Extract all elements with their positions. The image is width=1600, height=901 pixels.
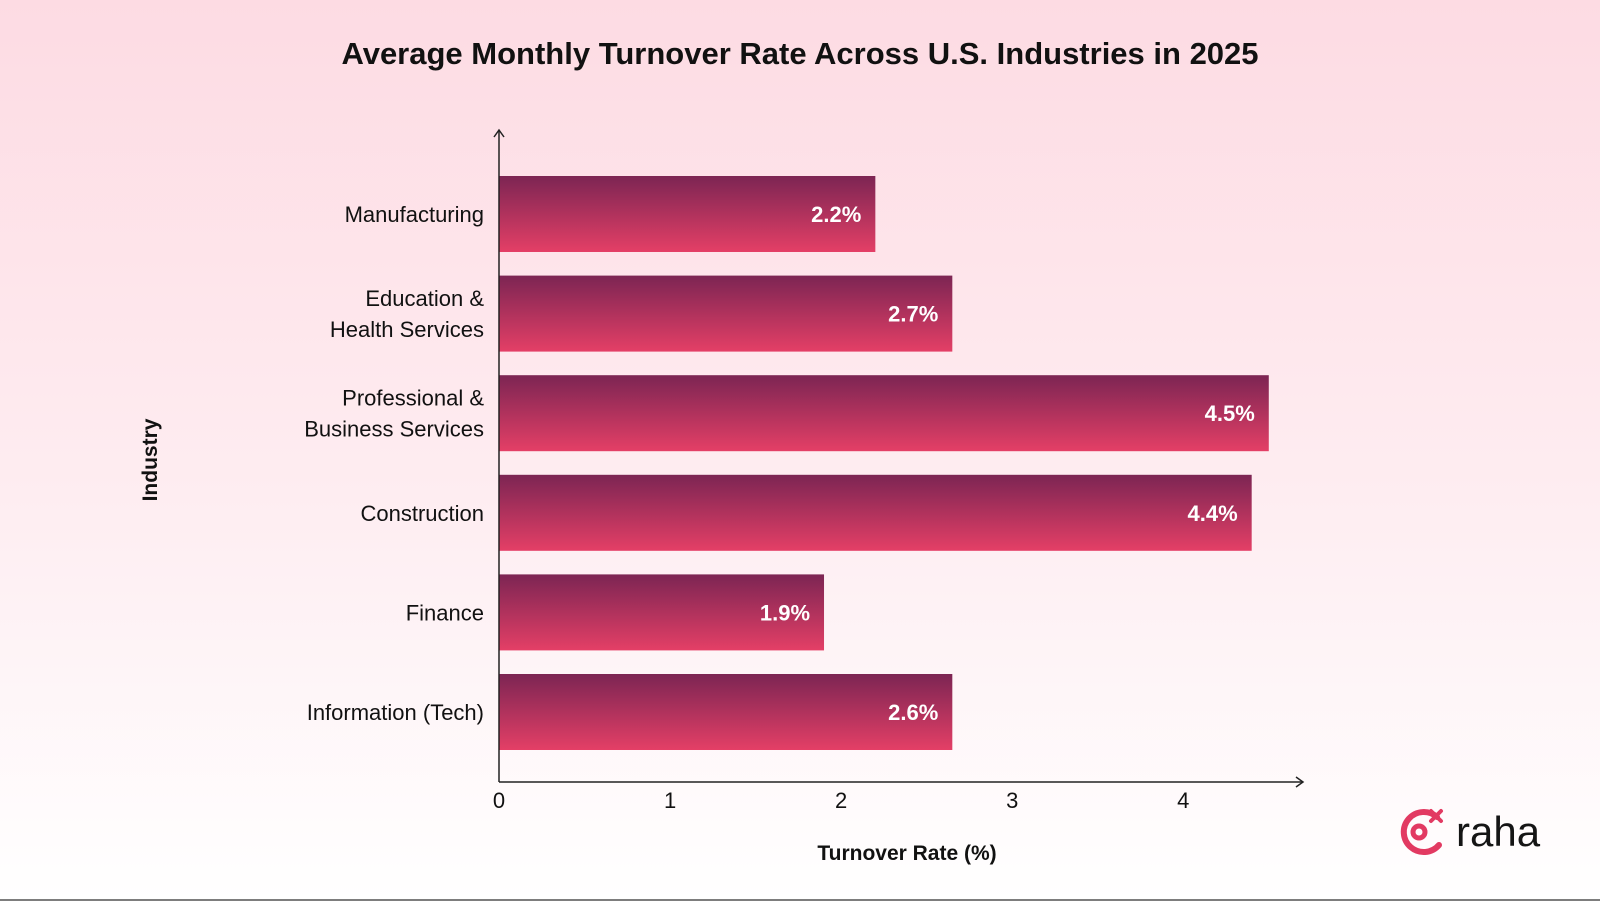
- bar-1: [499, 275, 953, 352]
- x-tick-label-3: 3: [1006, 788, 1018, 813]
- y-axis-title: Industry: [139, 418, 162, 501]
- data-label-5: 2.6%: [888, 700, 938, 725]
- data-label-0: 2.2%: [811, 202, 861, 227]
- chart-title: Average Monthly Turnover Rate Across U.S…: [341, 36, 1258, 71]
- bar-4: [499, 574, 825, 651]
- bar-0: [499, 176, 876, 252]
- bar-2: [499, 375, 1269, 452]
- bar-5: [499, 674, 953, 750]
- y-axis-arrow: [493, 128, 505, 138]
- x-tick-label-1: 1: [664, 788, 676, 813]
- refresh-target-icon: [1400, 809, 1443, 855]
- brand-logo: raha: [1400, 808, 1541, 855]
- x-tick-label-4: 4: [1177, 788, 1189, 813]
- data-label-2: 4.5%: [1205, 401, 1255, 426]
- x-axis-title: Turnover Rate (%): [817, 842, 996, 865]
- brand-name: raha: [1456, 808, 1541, 855]
- category-labels: Manufacturing Education & Health Services P…: [304, 202, 484, 725]
- bottom-divider: [0, 899, 1600, 901]
- category-label-4: Finance: [406, 600, 484, 625]
- x-tick-labels: 0 1 2 3 4: [493, 788, 1190, 813]
- category-label-1: Education & Health Services: [330, 286, 484, 342]
- category-label-0: Manufacturing: [345, 202, 484, 227]
- data-label-1: 2.7%: [888, 302, 938, 327]
- x-tick-label-0: 0: [493, 788, 505, 813]
- x-axis-arrow: [1295, 776, 1305, 788]
- x-axis: [499, 776, 1305, 788]
- category-label-2: Professional & Business Services: [304, 386, 484, 442]
- bar-3: [499, 474, 1252, 551]
- category-label-3: Construction: [360, 501, 484, 526]
- data-label-4: 1.9%: [760, 600, 810, 625]
- category-label-5: Information (Tech): [307, 700, 484, 725]
- y-axis: [493, 128, 505, 782]
- data-label-3: 4.4%: [1188, 501, 1238, 526]
- bars: 2.2% 2.7% 4.5% 4.4% 1.9% 2.6%: [499, 176, 1269, 750]
- x-tick-label-2: 2: [835, 788, 847, 813]
